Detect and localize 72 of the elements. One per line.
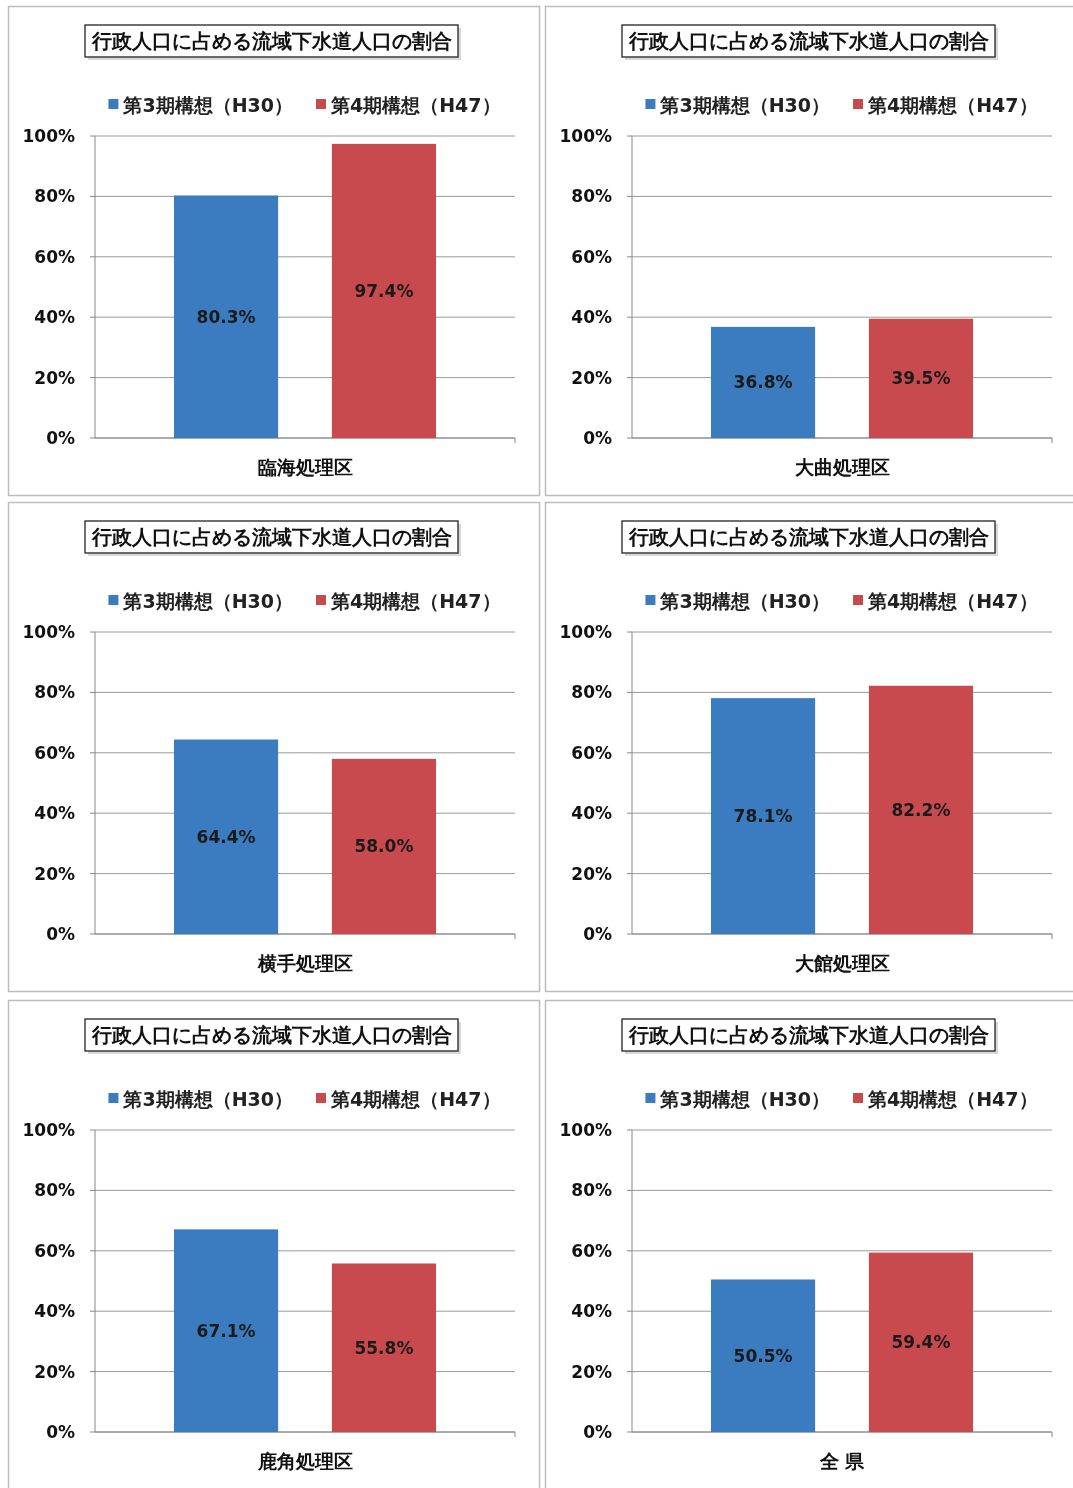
chart-title: 行政人口に占める流域下水道人口の割合 <box>628 525 989 549</box>
legend-label: 第3期構想（H30） <box>122 1088 293 1110</box>
legend-label: 第3期構想（H30） <box>659 94 830 116</box>
y-tick-label: 0% <box>583 924 612 944</box>
y-tick-label: 60% <box>34 1240 75 1261</box>
legend-label: 第3期構想（H30） <box>122 94 293 116</box>
legend-label: 第4期構想（H47） <box>330 590 501 612</box>
y-tick-label: 100% <box>559 126 612 146</box>
y-tick-label: 0% <box>583 428 612 448</box>
y-tick-label: 80% <box>571 682 612 703</box>
x-tick-label: 鹿角処理区 <box>256 1450 353 1472</box>
x-tick-label: 全 県 <box>818 1450 866 1472</box>
y-tick-label: 80% <box>571 186 612 207</box>
data-label: 36.8% <box>733 372 793 393</box>
legend-label: 第3期構想（H30） <box>659 1088 830 1110</box>
y-tick-label: 60% <box>571 742 612 763</box>
y-tick-label: 0% <box>46 924 75 944</box>
y-tick-label: 80% <box>34 186 75 207</box>
y-tick-label: 60% <box>34 742 75 763</box>
y-tick-label: 20% <box>34 1361 75 1382</box>
legend-label: 第4期構想（H47） <box>867 94 1038 116</box>
y-tick-label: 80% <box>34 1180 75 1201</box>
y-tick-label: 40% <box>34 803 75 824</box>
data-label: 50.5% <box>733 1345 793 1366</box>
legend-label: 第3期構想（H30） <box>659 590 830 612</box>
y-tick-label: 20% <box>34 863 75 884</box>
data-label: 58.0% <box>354 836 414 857</box>
y-tick-label: 60% <box>571 246 612 267</box>
y-tick-label: 40% <box>34 1301 75 1322</box>
y-tick-label: 100% <box>559 1120 612 1140</box>
chart-title: 行政人口に占める流域下水道人口の割合 <box>628 29 989 53</box>
y-tick-label: 40% <box>571 1301 612 1322</box>
y-tick-label: 100% <box>559 622 612 642</box>
data-label: 59.4% <box>891 1332 951 1353</box>
y-tick-label: 60% <box>571 1240 612 1261</box>
legend-label: 第4期構想（H47） <box>867 1088 1038 1110</box>
chart-title: 行政人口に占める流域下水道人口の割合 <box>91 525 452 549</box>
x-tick-label: 大館処理区 <box>794 952 890 974</box>
data-label: 82.2% <box>891 799 951 820</box>
chart-title: 行政人口に占める流域下水道人口の割合 <box>628 1023 989 1047</box>
data-label: 64.4% <box>196 826 256 847</box>
x-tick-label: 大曲処理区 <box>794 456 890 478</box>
data-label: 39.5% <box>891 368 951 389</box>
y-tick-label: 0% <box>46 1422 75 1442</box>
legend-label: 第4期構想（H47） <box>330 1088 501 1110</box>
data-label: 78.1% <box>733 806 793 827</box>
y-tick-label: 100% <box>22 622 75 642</box>
y-tick-label: 0% <box>46 428 75 448</box>
legend-label: 第4期構想（H47） <box>867 590 1038 612</box>
y-tick-label: 20% <box>571 1361 612 1382</box>
chart-title: 行政人口に占める流域下水道人口の割合 <box>91 29 452 53</box>
y-tick-label: 80% <box>34 682 75 703</box>
y-tick-label: 20% <box>571 367 612 388</box>
y-tick-label: 40% <box>571 803 612 824</box>
data-label: 97.4% <box>354 280 414 301</box>
data-label: 55.8% <box>354 1337 414 1358</box>
legend-label: 第3期構想（H30） <box>122 590 293 612</box>
x-tick-label: 臨海処理区 <box>257 456 353 478</box>
y-tick-label: 100% <box>22 126 75 146</box>
y-tick-label: 80% <box>571 1180 612 1201</box>
y-tick-label: 40% <box>571 307 612 328</box>
y-tick-label: 100% <box>22 1120 75 1140</box>
legend-label: 第4期構想（H47） <box>330 94 501 116</box>
chart-title: 行政人口に占める流域下水道人口の割合 <box>91 1023 452 1047</box>
y-tick-label: 20% <box>571 863 612 884</box>
x-tick-label: 横手処理区 <box>256 952 353 974</box>
data-label: 67.1% <box>196 1320 256 1341</box>
y-tick-label: 60% <box>34 246 75 267</box>
y-tick-label: 40% <box>34 307 75 328</box>
y-tick-label: 0% <box>583 1422 612 1442</box>
data-label: 80.3% <box>196 306 256 327</box>
y-tick-label: 20% <box>34 367 75 388</box>
